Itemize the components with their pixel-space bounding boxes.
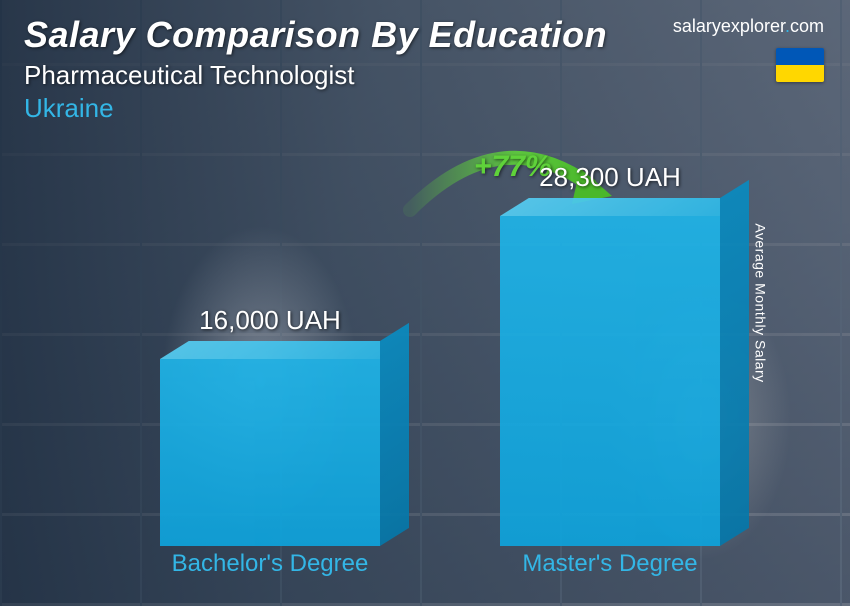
value-label-masters: 28,300 UAH (480, 162, 740, 193)
bar-rect (500, 216, 720, 546)
bar-masters (500, 216, 720, 546)
brand-pre: salaryexplorer (673, 16, 785, 36)
salary-bar-chart: +77% 16,000 UAH 28,300 UAH Bachelor's De… (80, 160, 750, 578)
job-title: Pharmaceutical Technologist (24, 60, 826, 91)
category-label-masters: Master's Degree (470, 550, 750, 578)
bar-top-face (160, 341, 409, 359)
flag-bottom-stripe (776, 65, 824, 82)
country-label: Ukraine (24, 93, 826, 124)
bar-bachelors (160, 359, 380, 546)
flag-top-stripe (776, 48, 824, 65)
value-label-bachelors: 16,000 UAH (140, 305, 400, 336)
y-axis-label: Average Monthly Salary (752, 223, 768, 382)
bar-top-face (500, 198, 749, 216)
ukraine-flag-icon (776, 48, 824, 82)
bar-side-face (720, 180, 749, 546)
bar-side-face (380, 323, 409, 546)
bar-rect (160, 359, 380, 546)
brand-post: com (790, 16, 824, 36)
brand-logo: salaryexplorer.com (673, 16, 824, 37)
category-label-bachelors: Bachelor's Degree (130, 550, 410, 578)
